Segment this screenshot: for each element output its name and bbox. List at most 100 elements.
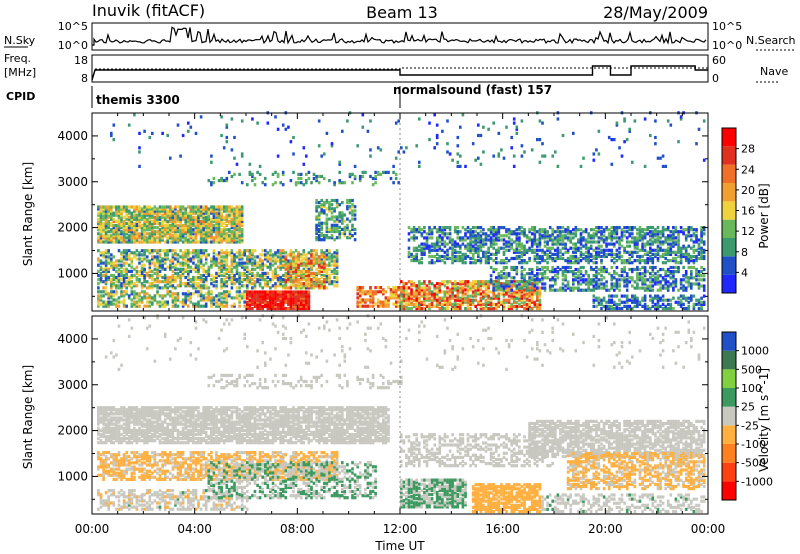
data-cell	[566, 226, 570, 230]
data-cell	[187, 282, 190, 286]
data-cell	[148, 221, 152, 226]
data-cell	[253, 259, 257, 263]
data-cell	[695, 228, 698, 232]
data-cell	[240, 251, 244, 255]
data-cell	[572, 278, 575, 282]
data-cell	[435, 304, 439, 308]
data-cell	[299, 286, 303, 290]
data-cell	[302, 278, 306, 282]
data-cell	[228, 267, 231, 271]
data-cell	[246, 294, 249, 298]
data-cell	[495, 280, 498, 284]
data-cell	[258, 259, 262, 263]
data-cell	[204, 228, 208, 232]
data-cell	[649, 226, 652, 230]
data-cell	[433, 296, 436, 300]
data-cell	[420, 282, 424, 286]
data-cell	[564, 274, 567, 278]
data-cell	[222, 234, 226, 238]
data-cell	[289, 284, 293, 288]
data-cell	[202, 209, 205, 213]
data-cell	[292, 253, 295, 257]
data-cell	[176, 273, 180, 278]
data-cell	[487, 228, 490, 232]
data-cell	[561, 234, 565, 238]
data-cell	[312, 286, 316, 290]
data-cell	[202, 278, 205, 282]
data-cell	[574, 267, 578, 272]
data-cell	[551, 288, 554, 292]
data-cell	[361, 288, 365, 292]
data-cell	[225, 232, 229, 236]
data-cell	[433, 254, 436, 259]
data-cell	[384, 302, 388, 306]
data-cell	[163, 240, 167, 244]
data-cell	[187, 275, 190, 280]
data-cell	[174, 249, 177, 253]
data-cell	[323, 211, 326, 215]
data-cell	[446, 226, 449, 230]
data-cell	[189, 294, 193, 298]
data-cell	[410, 302, 413, 306]
data-cell	[135, 294, 139, 298]
data-cell	[569, 270, 572, 274]
data-cell	[271, 294, 275, 298]
data-cell	[171, 249, 175, 253]
data-cell	[120, 251, 123, 255]
data-cell	[225, 298, 229, 302]
data-cell	[338, 231, 341, 236]
data-cell	[597, 278, 601, 282]
data-cell	[271, 273, 275, 278]
data-cell	[659, 240, 662, 244]
data-cell	[253, 284, 257, 288]
data-cell	[412, 292, 416, 296]
data-cell	[613, 252, 616, 256]
data-cell	[613, 270, 616, 274]
data-cell	[145, 219, 149, 223]
data-cell	[528, 276, 531, 280]
data-cell	[405, 294, 408, 298]
data-cell	[179, 232, 182, 236]
data-cell	[302, 263, 306, 267]
data-cell	[207, 286, 211, 290]
data-cell	[271, 284, 275, 288]
data-cell	[115, 207, 118, 211]
data-cell	[674, 256, 678, 261]
data-cell	[181, 271, 185, 275]
data-cell	[112, 205, 116, 209]
data-cell	[163, 217, 167, 221]
data-cell	[169, 230, 172, 234]
data-cell	[145, 271, 149, 275]
data-cell	[451, 288, 454, 292]
data-cell	[582, 265, 585, 270]
data-cell	[451, 294, 454, 298]
data-cell	[102, 251, 105, 255]
data-cell	[674, 236, 678, 240]
data-cell	[156, 215, 159, 219]
data-cell	[127, 253, 131, 257]
data-cell	[161, 219, 164, 223]
data-cell	[102, 207, 105, 211]
data-cell	[184, 238, 187, 242]
data-cell	[564, 242, 567, 246]
data-cell	[163, 294, 167, 298]
data-cell	[156, 251, 159, 255]
data-cell	[497, 294, 501, 298]
data-cell	[222, 251, 226, 255]
data-cell	[248, 280, 252, 284]
data-cell	[438, 286, 442, 290]
data-cell	[335, 251, 339, 255]
data-cell	[325, 249, 329, 253]
data-cell	[305, 271, 308, 275]
data-cell	[187, 257, 190, 261]
data-cell	[497, 300, 501, 304]
data-cell	[212, 259, 216, 263]
data-cell	[469, 284, 472, 288]
data-cell	[554, 252, 557, 256]
data-cell	[217, 298, 221, 302]
data-cell	[161, 228, 164, 232]
data-cell	[246, 290, 249, 294]
data-cell	[330, 207, 334, 211]
data-cell	[697, 242, 701, 246]
data-cell	[435, 290, 439, 294]
